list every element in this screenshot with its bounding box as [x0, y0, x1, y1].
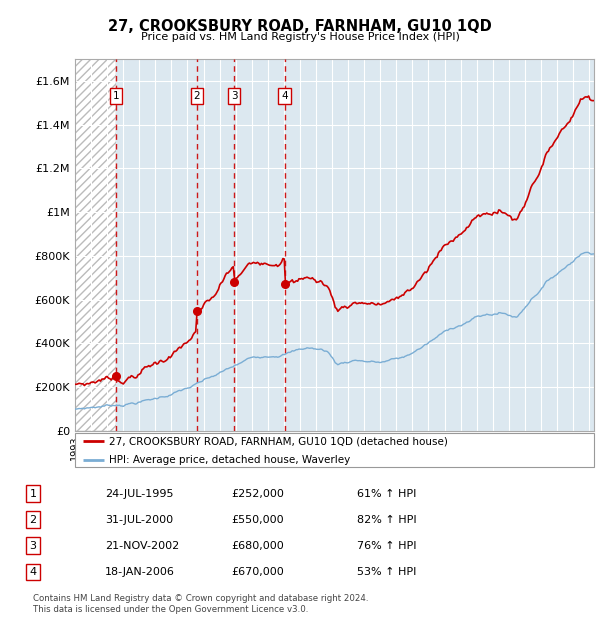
- Text: Contains HM Land Registry data © Crown copyright and database right 2024.
This d: Contains HM Land Registry data © Crown c…: [33, 595, 368, 614]
- Text: 76% ↑ HPI: 76% ↑ HPI: [357, 541, 416, 551]
- Text: £252,000: £252,000: [231, 489, 284, 498]
- Text: £680,000: £680,000: [231, 541, 284, 551]
- Text: 3: 3: [231, 91, 238, 101]
- Text: HPI: Average price, detached house, Waverley: HPI: Average price, detached house, Wave…: [109, 455, 350, 465]
- Text: £550,000: £550,000: [231, 515, 284, 525]
- Text: 61% ↑ HPI: 61% ↑ HPI: [357, 489, 416, 498]
- Text: 27, CROOKSBURY ROAD, FARNHAM, GU10 1QD: 27, CROOKSBURY ROAD, FARNHAM, GU10 1QD: [108, 19, 492, 33]
- FancyBboxPatch shape: [75, 433, 594, 467]
- Text: 2: 2: [193, 91, 200, 101]
- Text: 1: 1: [29, 489, 37, 498]
- Text: Price paid vs. HM Land Registry's House Price Index (HPI): Price paid vs. HM Land Registry's House …: [140, 32, 460, 42]
- Text: 82% ↑ HPI: 82% ↑ HPI: [357, 515, 416, 525]
- Text: 4: 4: [281, 91, 288, 101]
- Bar: [75, 59, 116, 431]
- Text: 1: 1: [113, 91, 119, 101]
- Text: 31-JUL-2000: 31-JUL-2000: [105, 515, 173, 525]
- Text: 4: 4: [29, 567, 37, 577]
- Text: £670,000: £670,000: [231, 567, 284, 577]
- Text: 18-JAN-2006: 18-JAN-2006: [105, 567, 175, 577]
- Text: 53% ↑ HPI: 53% ↑ HPI: [357, 567, 416, 577]
- Bar: [116, 59, 284, 431]
- Text: 2: 2: [29, 515, 37, 525]
- Text: 27, CROOKSBURY ROAD, FARNHAM, GU10 1QD (detached house): 27, CROOKSBURY ROAD, FARNHAM, GU10 1QD (…: [109, 436, 448, 446]
- Text: 3: 3: [29, 541, 37, 551]
- Text: 24-JUL-1995: 24-JUL-1995: [105, 489, 173, 498]
- Text: 21-NOV-2002: 21-NOV-2002: [105, 541, 179, 551]
